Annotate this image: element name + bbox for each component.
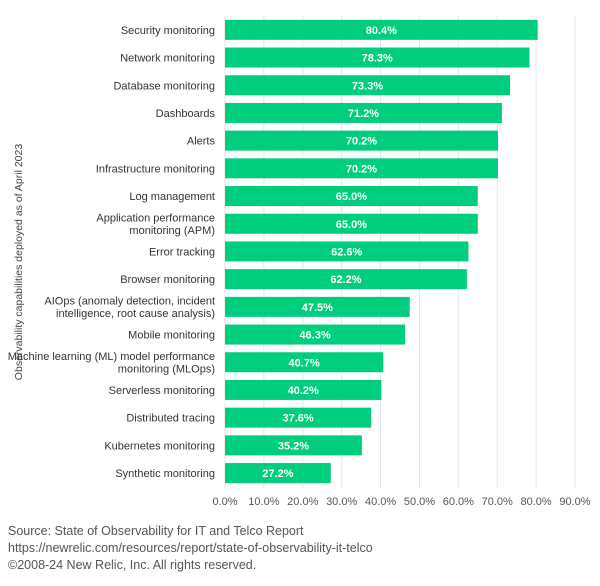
bar[interactable]: [225, 19, 538, 40]
data-label: 27.2%: [262, 468, 293, 480]
data-label: 62.2%: [330, 274, 361, 286]
data-label: 65.0%: [336, 219, 367, 231]
category-label: Synthetic monitoring: [115, 468, 215, 480]
bar[interactable]: [225, 296, 410, 317]
category-label: Mobile monitoring: [128, 330, 215, 342]
category-label: Kubernetes monitoring: [104, 440, 215, 452]
bar[interactable]: [225, 102, 502, 123]
data-label: 62.6%: [331, 246, 362, 258]
bar[interactable]: [225, 213, 478, 234]
source-footer: Source: State of Observability for IT an…: [8, 523, 373, 574]
x-tick-label: 30.0%: [326, 496, 357, 508]
x-tick-label: 90.0%: [559, 496, 590, 508]
data-label: 73.3%: [352, 80, 383, 92]
x-tick-label: 0.0%: [212, 496, 237, 508]
bar[interactable]: [225, 130, 498, 151]
x-tick-label: 20.0%: [287, 496, 318, 508]
data-label: 46.3%: [299, 330, 330, 342]
data-label: 47.5%: [302, 302, 333, 314]
category-label: Log management: [129, 191, 215, 203]
category-label: Dashboards: [156, 108, 216, 120]
x-tick-label: 80.0%: [521, 496, 552, 508]
x-tick-label: 50.0%: [404, 496, 435, 508]
source-line: Source: State of Observability for IT an…: [8, 524, 304, 538]
category-label: Application performance monitoring (APM): [96, 213, 215, 238]
category-label: Browser monitoring: [120, 274, 215, 286]
category-label: Security monitoring: [121, 25, 215, 37]
category-label: Distributed tracing: [126, 413, 215, 425]
bar-chart: 0.0% 10.0% 20.0% 30.0% 40.0% 50.0% 60.0% 70.0% 8…: [8, 16, 591, 508]
bar[interactable]: [225, 407, 372, 428]
bar[interactable]: [225, 158, 498, 179]
x-tick-label: 60.0%: [443, 496, 474, 508]
bar[interactable]: [225, 186, 478, 207]
category-label: Network monitoring: [120, 53, 215, 65]
category-label: Error tracking: [149, 246, 215, 258]
data-label: 70.2%: [346, 163, 377, 175]
bar[interactable]: [225, 379, 382, 400]
bar[interactable]: [225, 47, 530, 68]
y-axis-title: Observability capabilities deployed as o…: [13, 144, 25, 381]
data-label: 35.2%: [278, 440, 309, 452]
category-label: Infrastructure monitoring: [96, 163, 215, 175]
x-tick-label: 70.0%: [482, 496, 513, 508]
data-label: 71.2%: [348, 108, 379, 120]
x-tick-label: 10.0%: [248, 496, 279, 508]
data-label: 37.6%: [283, 413, 314, 425]
bar[interactable]: [225, 324, 406, 345]
bar[interactable]: [225, 435, 362, 456]
bar[interactable]: [225, 241, 469, 262]
x-tick-label: 40.0%: [365, 496, 396, 508]
bar[interactable]: [225, 352, 384, 373]
bar[interactable]: [225, 269, 467, 290]
copyright-line: ©2008-24 New Relic, Inc. All rights rese…: [8, 558, 257, 572]
data-label: 65.0%: [336, 191, 367, 203]
source-url[interactable]: https://newrelic.com/resources/report/st…: [8, 541, 373, 555]
data-label: 78.3%: [362, 53, 393, 65]
bar[interactable]: [225, 75, 511, 96]
bar[interactable]: [225, 463, 331, 484]
category-label: AIOps (anomaly detection, incident intell…: [44, 296, 215, 321]
data-label: 80.4%: [366, 25, 397, 37]
category-label: Machine learning (ML) model performance m…: [8, 351, 215, 376]
category-label: Database monitoring: [113, 80, 215, 92]
data-label: 70.2%: [346, 136, 377, 148]
category-label: Serverless monitoring: [109, 385, 215, 397]
data-label: 40.7%: [289, 357, 320, 369]
category-label: Alerts: [187, 136, 216, 148]
data-label: 40.2%: [288, 385, 319, 397]
